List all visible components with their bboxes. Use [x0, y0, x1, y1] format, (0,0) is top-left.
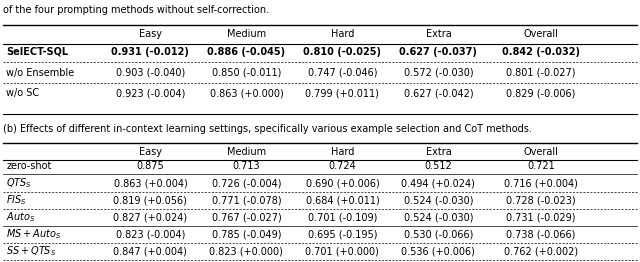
Text: 0.842 (-0.032): 0.842 (-0.032) [502, 47, 580, 57]
Text: Easy: Easy [139, 147, 162, 157]
Text: 0.785 (-0.049): 0.785 (-0.049) [212, 229, 281, 239]
Text: 0.524 (-0.030): 0.524 (-0.030) [404, 195, 473, 205]
Text: 0.524 (-0.030): 0.524 (-0.030) [404, 212, 473, 222]
Text: 0.823 (-0.004): 0.823 (-0.004) [116, 229, 185, 239]
Text: 0.799 (+0.011): 0.799 (+0.011) [305, 88, 380, 98]
Text: Hard: Hard [331, 147, 354, 157]
Text: 0.512: 0.512 [424, 161, 452, 171]
Text: 0.863 (+0.000): 0.863 (+0.000) [209, 88, 284, 98]
Text: 0.536 (+0.006): 0.536 (+0.006) [401, 246, 476, 256]
Text: $\mathit{QTS}_S$: $\mathit{QTS}_S$ [6, 176, 32, 190]
Text: 0.724: 0.724 [328, 161, 356, 171]
Text: 0.701 (-0.109): 0.701 (-0.109) [308, 212, 377, 222]
Text: of the four prompting methods without self-correction.: of the four prompting methods without se… [3, 5, 269, 15]
Text: 0.726 (-0.004): 0.726 (-0.004) [212, 178, 281, 188]
Text: Easy: Easy [139, 29, 162, 39]
Text: 0.572 (-0.030): 0.572 (-0.030) [404, 68, 473, 78]
Text: 0.810 (-0.025): 0.810 (-0.025) [303, 47, 381, 57]
Text: 0.530 (-0.066): 0.530 (-0.066) [404, 229, 473, 239]
Text: Overall: Overall [524, 29, 558, 39]
Text: 0.886 (-0.045): 0.886 (-0.045) [207, 47, 285, 57]
Text: 0.819 (+0.056): 0.819 (+0.056) [113, 195, 188, 205]
Text: 0.747 (-0.046): 0.747 (-0.046) [308, 68, 377, 78]
Text: Extra: Extra [426, 29, 451, 39]
Text: w/o Ensemble: w/o Ensemble [6, 68, 75, 78]
Text: Overall: Overall [524, 147, 558, 157]
Text: 0.801 (-0.027): 0.801 (-0.027) [506, 68, 575, 78]
Text: 0.875: 0.875 [136, 161, 164, 171]
Text: Medium: Medium [227, 29, 266, 39]
Text: $\mathit{MS} + \mathit{Auto}_S$: $\mathit{MS} + \mathit{Auto}_S$ [6, 227, 61, 241]
Text: 0.738 (-0.066): 0.738 (-0.066) [506, 229, 575, 239]
Text: 0.713: 0.713 [232, 161, 260, 171]
Text: Medium: Medium [227, 147, 266, 157]
Text: Hard: Hard [331, 29, 354, 39]
Text: 0.690 (+0.006): 0.690 (+0.006) [305, 178, 380, 188]
Text: 0.716 (+0.004): 0.716 (+0.004) [504, 178, 578, 188]
Text: 0.923 (-0.004): 0.923 (-0.004) [116, 88, 185, 98]
Text: 0.903 (-0.040): 0.903 (-0.040) [116, 68, 185, 78]
Text: 0.827 (+0.024): 0.827 (+0.024) [113, 212, 188, 222]
Text: 0.701 (+0.000): 0.701 (+0.000) [305, 246, 380, 256]
Text: 0.762 (+0.002): 0.762 (+0.002) [504, 246, 578, 256]
Text: 0.728 (-0.023): 0.728 (-0.023) [506, 195, 575, 205]
Text: 0.731 (-0.029): 0.731 (-0.029) [506, 212, 575, 222]
Text: 0.494 (+0.024): 0.494 (+0.024) [401, 178, 476, 188]
Text: 0.767 (-0.027): 0.767 (-0.027) [212, 212, 281, 222]
Text: 0.627 (-0.042): 0.627 (-0.042) [404, 88, 473, 98]
Text: 0.847 (+0.004): 0.847 (+0.004) [113, 246, 188, 256]
Text: $\mathit{Auto}_S$: $\mathit{Auto}_S$ [6, 210, 36, 224]
Text: 0.863 (+0.004): 0.863 (+0.004) [113, 178, 188, 188]
Text: 0.695 (-0.195): 0.695 (-0.195) [308, 229, 377, 239]
Text: w/o SC: w/o SC [6, 88, 40, 98]
Text: 0.627 (-0.037): 0.627 (-0.037) [399, 47, 477, 57]
Text: 0.771 (-0.078): 0.771 (-0.078) [212, 195, 281, 205]
Text: zero-shot: zero-shot [6, 161, 52, 171]
Text: 0.684 (+0.011): 0.684 (+0.011) [305, 195, 380, 205]
Text: Extra: Extra [426, 147, 451, 157]
Text: 0.931 (-0.012): 0.931 (-0.012) [111, 47, 189, 57]
Text: 0.850 (-0.011): 0.850 (-0.011) [212, 68, 281, 78]
Text: (b) Effects of different in-context learning settings, specifically various exam: (b) Effects of different in-context lear… [3, 124, 532, 134]
Text: 0.829 (-0.006): 0.829 (-0.006) [506, 88, 575, 98]
Text: $\mathit{SS} + \mathit{FIS}_S$: $\mathit{SS} + \mathit{FIS}_S$ [6, 261, 51, 262]
Text: 0.823 (+0.000): 0.823 (+0.000) [209, 246, 284, 256]
Text: $\mathit{SS} + \mathit{QTS}_S$: $\mathit{SS} + \mathit{QTS}_S$ [6, 244, 57, 258]
Text: 0.721: 0.721 [527, 161, 555, 171]
Text: $\mathit{FIS}_S$: $\mathit{FIS}_S$ [6, 193, 27, 207]
Text: SelECT-SQL: SelECT-SQL [6, 47, 68, 57]
